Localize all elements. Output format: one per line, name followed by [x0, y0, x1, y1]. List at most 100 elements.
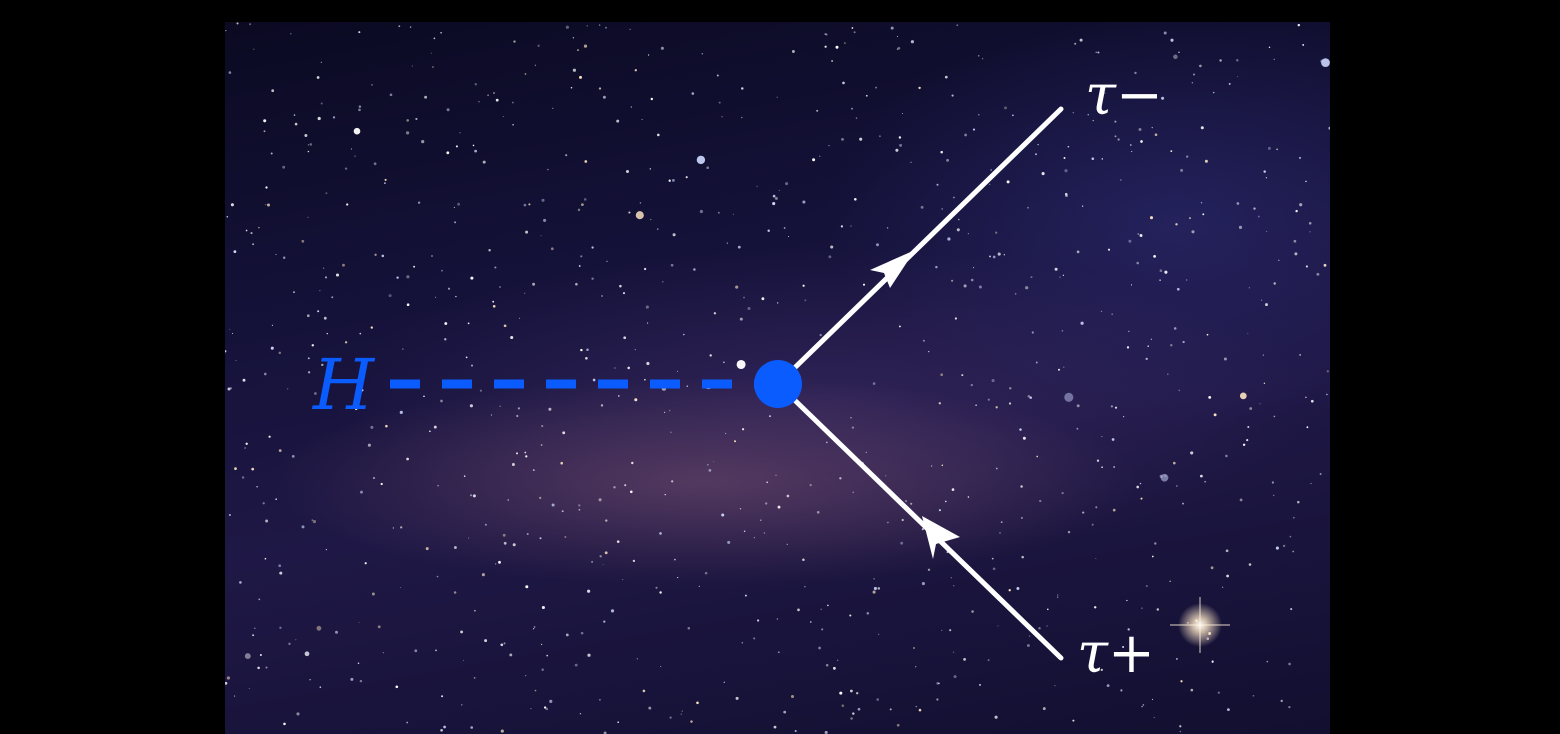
star	[252, 243, 255, 246]
star	[1091, 523, 1094, 526]
star	[314, 392, 317, 395]
star	[311, 519, 314, 521]
star	[936, 682, 939, 685]
star	[641, 118, 643, 121]
star	[709, 354, 712, 357]
star	[737, 245, 741, 249]
star	[1202, 213, 1205, 216]
star	[1193, 73, 1195, 76]
star	[1299, 354, 1301, 356]
star	[647, 54, 650, 56]
star	[550, 247, 554, 251]
star	[470, 726, 474, 729]
star	[828, 255, 832, 259]
star	[920, 205, 924, 209]
star	[953, 675, 957, 679]
star	[1213, 413, 1217, 417]
tau-minus-arrow-icon	[870, 250, 915, 288]
star	[670, 263, 674, 267]
star	[862, 283, 866, 286]
star	[786, 543, 788, 545]
star	[1247, 426, 1250, 428]
star	[254, 627, 256, 629]
star	[1273, 494, 1275, 496]
star	[1305, 396, 1307, 399]
star	[583, 198, 587, 201]
star	[995, 231, 998, 234]
star	[525, 675, 527, 677]
star	[499, 405, 501, 407]
star	[470, 364, 474, 367]
star	[364, 562, 367, 565]
star	[460, 630, 464, 634]
star	[760, 519, 762, 521]
star	[956, 228, 960, 232]
star	[878, 633, 880, 635]
star	[1290, 608, 1293, 611]
star	[570, 86, 573, 89]
star	[1076, 404, 1080, 408]
star	[467, 322, 470, 325]
star	[995, 467, 998, 470]
star	[776, 618, 779, 620]
star	[660, 46, 664, 50]
star	[941, 629, 943, 631]
star	[802, 284, 805, 287]
star	[263, 130, 266, 133]
star	[650, 218, 652, 221]
star	[836, 659, 839, 662]
star	[1076, 427, 1079, 430]
star	[676, 370, 679, 372]
star	[358, 31, 361, 34]
star	[225, 681, 228, 685]
star	[1200, 126, 1204, 130]
star	[674, 558, 676, 561]
star	[525, 230, 529, 234]
star	[1161, 96, 1165, 100]
star	[921, 527, 925, 531]
star	[425, 547, 429, 551]
star	[1298, 156, 1302, 159]
star	[1170, 38, 1174, 42]
star	[1212, 91, 1215, 94]
star	[1092, 119, 1094, 122]
star	[1145, 357, 1148, 361]
star	[228, 513, 231, 517]
star	[1297, 23, 1301, 27]
star	[323, 316, 327, 320]
star	[469, 404, 473, 408]
star	[1064, 192, 1068, 196]
star	[842, 81, 845, 85]
star	[1026, 644, 1030, 647]
star	[994, 715, 998, 719]
star	[1228, 82, 1231, 85]
star	[721, 513, 725, 517]
star	[1163, 31, 1167, 35]
star	[268, 435, 271, 438]
star	[565, 25, 569, 29]
star	[872, 382, 876, 385]
star	[259, 654, 262, 656]
star	[342, 263, 345, 267]
star	[865, 94, 868, 97]
star	[852, 712, 855, 715]
star	[443, 725, 446, 729]
star	[849, 614, 852, 617]
star	[1059, 276, 1061, 278]
star	[1263, 382, 1266, 384]
star	[530, 708, 532, 710]
star	[1054, 685, 1056, 687]
star	[901, 518, 904, 522]
star	[271, 89, 275, 93]
star	[890, 26, 894, 30]
star	[524, 73, 527, 75]
star	[358, 105, 362, 108]
star	[680, 713, 682, 715]
star	[500, 643, 504, 647]
star	[1067, 145, 1070, 148]
star	[643, 267, 647, 271]
star	[853, 197, 857, 201]
star	[737, 363, 739, 365]
star	[263, 372, 267, 376]
